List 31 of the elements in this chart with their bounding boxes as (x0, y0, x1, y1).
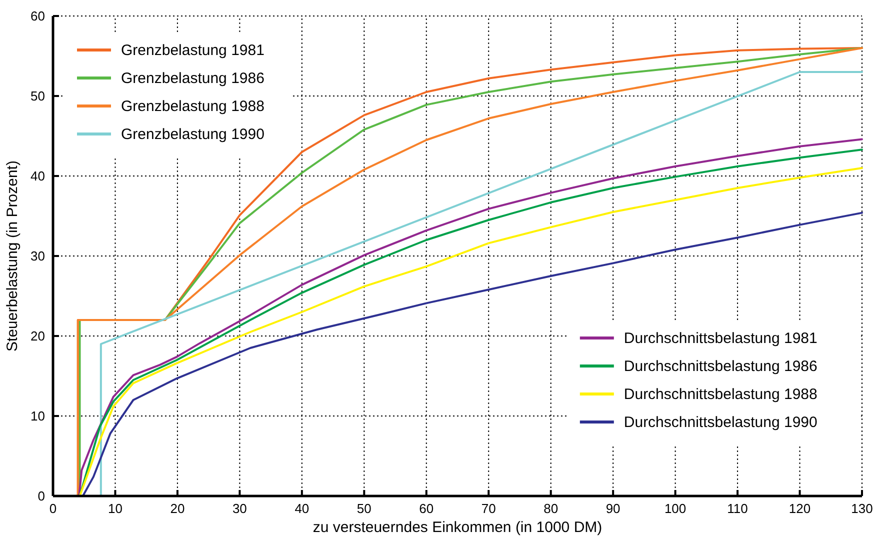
y-tick-label: 10 (30, 408, 45, 424)
y-tick-label: 30 (30, 248, 45, 264)
x-tick-label: 30 (232, 501, 247, 516)
legend-label: Grenzbelastung 1981 (121, 42, 264, 59)
x-tick-label: 10 (108, 501, 122, 516)
y-axis-title: Steuerbelastung (in Prozent) (4, 160, 21, 352)
legend-label: Durchschnittsbelastung 1988 (624, 386, 818, 403)
x-tick-label: 40 (294, 501, 310, 516)
y-tick-label: 0 (38, 488, 45, 504)
y-tick-label: 60 (30, 8, 45, 24)
legend-label: Grenzbelastung 1990 (121, 126, 264, 143)
x-tick-label: 80 (544, 501, 558, 516)
y-tick-label: 50 (30, 88, 45, 104)
x-tick-label: 20 (170, 501, 185, 516)
y-tick-label: 20 (30, 328, 45, 344)
x-tick-label: 110 (727, 501, 748, 516)
legend-label: Grenzbelastung 1986 (121, 70, 264, 87)
legend-label: Durchschnittsbelastung 1981 (624, 330, 818, 347)
legend-label: Durchschnittsbelastung 1986 (624, 358, 818, 375)
x-tick-label: 50 (356, 501, 372, 516)
x-tick-label: 130 (851, 501, 873, 516)
x-axis-title: zu versteuerndes Einkommen (in 1000 DM) (312, 519, 602, 536)
x-tick-label: 100 (664, 501, 686, 516)
x-tick-label: 70 (481, 501, 496, 516)
legend-label: Grenzbelastung 1988 (121, 98, 264, 115)
y-tick-label: 40 (30, 168, 45, 184)
x-tick-label: 0 (49, 501, 57, 516)
x-tick-label: 60 (419, 501, 434, 516)
legend-label: Durchschnittsbelastung 1990 (624, 414, 818, 431)
x-tick-label: 90 (606, 501, 620, 516)
x-tick-label: 120 (788, 501, 811, 516)
